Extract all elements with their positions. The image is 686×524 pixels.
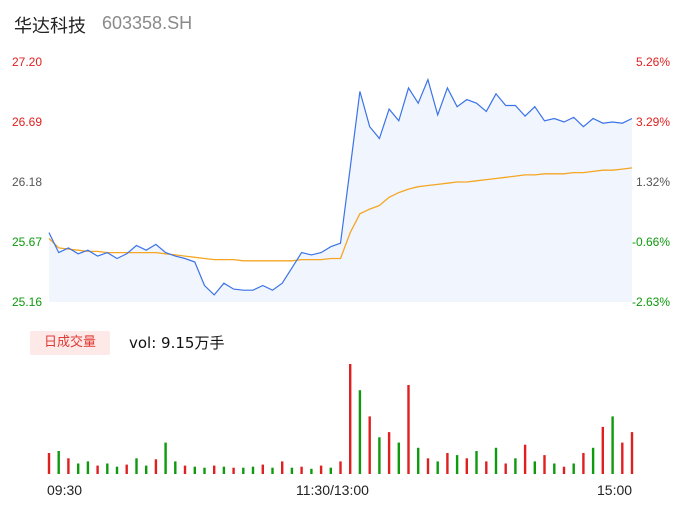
y-tick-right-2: 1.32% [635,175,670,189]
volume-bar-31 [349,364,352,474]
volume-bar-50 [533,461,536,474]
volume-readout: vol: 9.15万手 [129,334,225,352]
stock-code: 603358.SH [102,13,193,33]
y-tick-right-1: 3.29% [635,115,670,129]
y-tick-right-0: 5.26% [635,55,670,69]
volume-bar-5 [96,465,99,474]
volume-bar-24 [281,461,284,474]
x-tick-mid: 11:30/13:00 [296,482,369,498]
x-tick-end: 15:00 [597,482,633,498]
volume-bar-4 [86,461,90,474]
y-tick-right-3: -0.66% [631,235,670,249]
volume-bar-30 [339,461,342,474]
y-tick-left-0: 27.20 [12,55,43,69]
volume-bar-29 [329,467,332,474]
volume-bar-11 [154,459,158,474]
volume-bar-18 [222,466,226,474]
volume-bar-48 [514,458,517,474]
volume-bar-45 [485,461,488,474]
volume-bar-35 [387,432,391,474]
volume-bar-60 [630,432,634,474]
volume-bar-49 [523,444,527,474]
volume-bar-28 [319,465,323,474]
volume-bar-44 [475,451,478,474]
volume-bar-55 [582,453,585,474]
x-tick-start: 09:30 [47,482,83,498]
volume-bar-1 [57,451,60,474]
volume-bar-46 [494,447,498,474]
volume-bar-2 [67,458,70,474]
volume-bar-0 [47,453,51,474]
volume-bar-26 [300,466,303,474]
volume-bar-59 [621,442,624,474]
stock-name: 华达科技 [14,16,86,37]
volume-bar-10 [145,465,148,474]
volume-bar-19 [232,467,235,474]
volume-bar-37 [407,385,410,474]
volume-bar-54 [572,463,575,474]
volume-bar-17 [213,465,216,474]
volume-bar-25 [290,467,294,474]
volume-bar-57 [601,426,604,474]
volume-bar-15 [193,466,196,474]
volume-bar-38 [417,447,420,474]
volume-bar-58 [611,416,614,474]
volume-bar-53 [562,466,566,474]
volume-bar-39 [426,458,430,474]
volume-bar-14 [183,465,187,474]
volume-bar-22 [261,464,264,474]
volume-bar-56 [591,447,595,474]
volume-bar-12 [164,442,167,474]
volume-bar-34 [378,437,381,474]
volume-bar-42 [455,455,459,474]
volume-bar-32 [358,390,362,474]
volume-bar-8 [125,464,128,474]
price-line [48,77,633,296]
volume-bar-52 [553,463,556,474]
y-tick-right-4: -2.63% [631,295,670,309]
volume-bar-7 [115,466,119,474]
volume-bar-20 [242,467,245,474]
volume-bar-33 [368,416,371,474]
volume-bar-41 [446,453,449,474]
y-tick-left-2: 26.18 [12,175,43,189]
y-tick-left-1: 26.69 [12,115,43,129]
price-area [49,79,632,302]
y-tick-left-3: 25.67 [12,235,43,249]
volume-bar-3 [77,463,80,474]
volume-bar-40 [436,461,439,474]
volume-bar-6 [106,463,109,474]
volume-bar-21 [251,466,255,474]
volume-bar-43 [465,458,468,474]
volume-bar-23 [271,467,274,474]
volume-bar-36 [397,442,400,474]
volume-bar-13 [174,461,177,474]
volume-bar-27 [310,468,313,474]
volume-bar-16 [203,467,206,474]
y-tick-left-4: 25.16 [12,295,43,309]
average-price-line [48,167,633,262]
volume-bar-47 [504,463,507,474]
volume-period-badge[interactable]: 日成交量 [30,331,110,355]
volume-bar-51 [543,455,546,474]
volume-bar-9 [135,458,138,474]
